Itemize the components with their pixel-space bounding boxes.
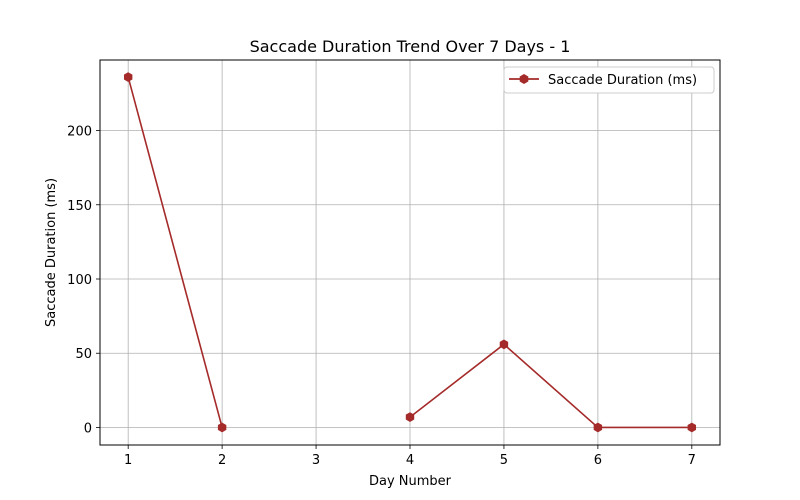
- x-tick-label: 4: [406, 453, 414, 468]
- x-tick-label: 5: [500, 453, 508, 468]
- series-line: [409, 343, 692, 429]
- data-point: [405, 412, 415, 422]
- legend-box: [503, 66, 715, 94]
- x-tick-label: 2: [218, 453, 226, 468]
- grid: [100, 60, 720, 445]
- x-tick-label: 7: [688, 453, 696, 468]
- x-tick-label: 6: [594, 453, 602, 468]
- y-tick-label: 0: [84, 421, 92, 436]
- data-point: [499, 339, 509, 350]
- y-tick-label: 150: [67, 199, 92, 214]
- series-layer: [123, 72, 697, 433]
- data-point: [123, 72, 133, 82]
- x-tick-label: 3: [312, 453, 320, 468]
- ticks: 1 2 3 4 5 6 7 0 50 100 150 200: [67, 125, 696, 468]
- y-axis-label: Saccade Duration (ms): [44, 178, 59, 327]
- data-point: [593, 422, 603, 433]
- y-tick-label: 50: [75, 347, 92, 362]
- x-tick-label: 1: [124, 453, 132, 468]
- chart-title: Saccade Duration Trend Over 7 Days - 1: [250, 37, 571, 56]
- x-axis-label: Day Number: [369, 474, 452, 489]
- series-line: [127, 76, 223, 428]
- y-tick-label: 200: [67, 125, 92, 140]
- legend-marker-swatch: [519, 74, 529, 84]
- legend-label: Saccade Duration (ms): [548, 73, 697, 88]
- y-tick-label: 100: [67, 273, 92, 288]
- data-point: [687, 422, 697, 433]
- data-point: [217, 422, 227, 433]
- legend: Saccade Duration (ms): [503, 66, 715, 94]
